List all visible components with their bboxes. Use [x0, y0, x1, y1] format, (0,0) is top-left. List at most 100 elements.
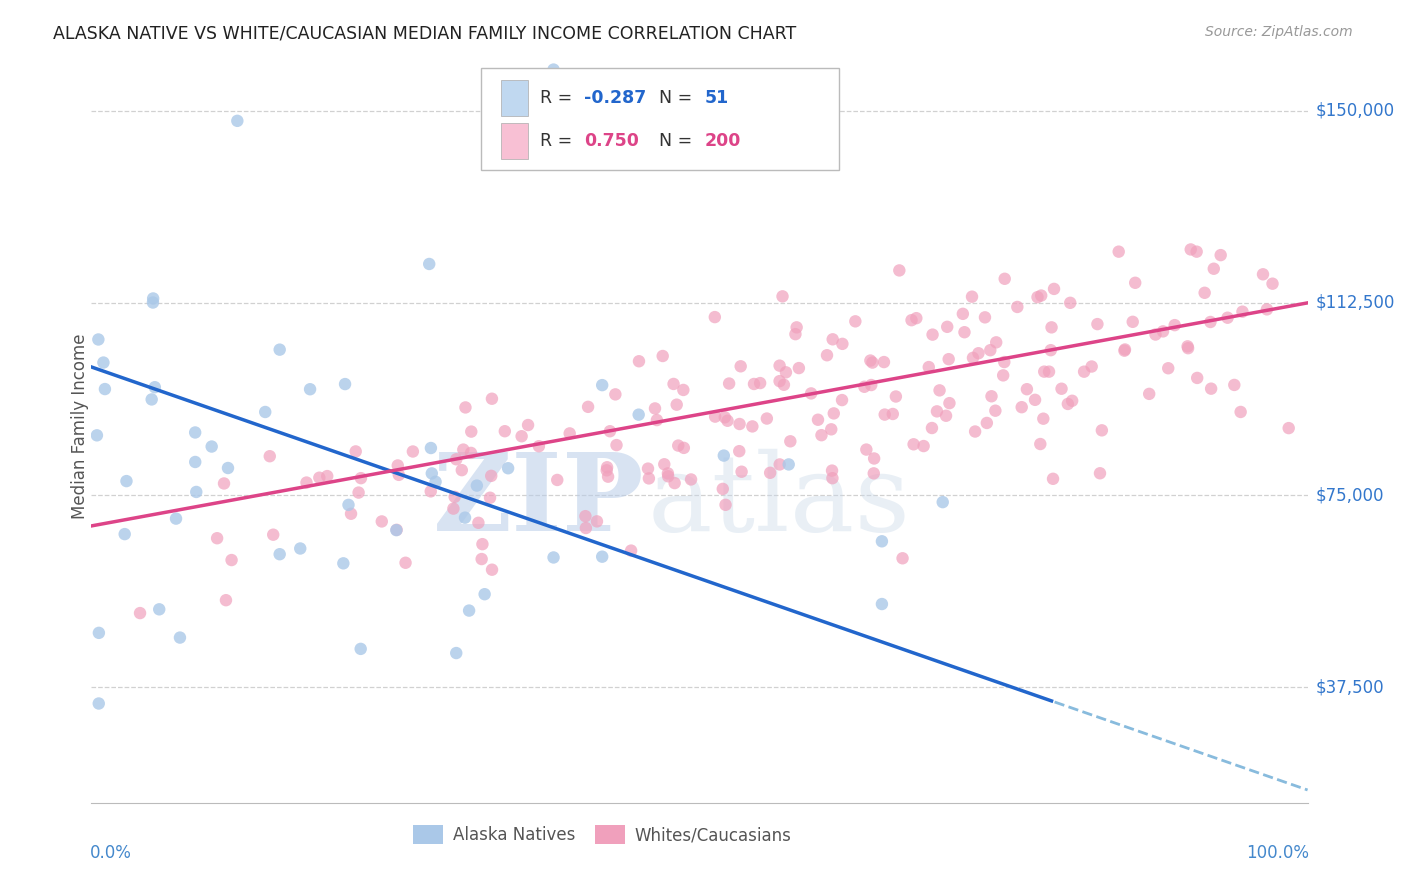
Point	[350, 641, 373, 656]
Point	[86, 428, 108, 442]
Point	[290, 541, 312, 556]
Point	[1011, 400, 1033, 414]
Point	[114, 527, 136, 541]
Point	[87, 697, 110, 711]
Point	[925, 404, 948, 418]
Point	[418, 257, 440, 271]
Point	[749, 376, 772, 390]
Point	[800, 386, 823, 401]
Point	[768, 374, 790, 388]
Point	[853, 380, 876, 394]
Point	[1144, 327, 1167, 342]
Point	[645, 413, 668, 427]
Point	[350, 471, 373, 485]
Point	[960, 290, 983, 304]
Point	[644, 401, 666, 416]
Point	[1114, 343, 1136, 358]
Point	[454, 401, 477, 415]
Point	[1229, 405, 1251, 419]
Point	[454, 510, 477, 524]
Point	[870, 534, 893, 549]
Point	[931, 495, 953, 509]
Point	[605, 387, 627, 401]
Point	[471, 537, 494, 551]
Point	[620, 543, 643, 558]
Point	[471, 552, 494, 566]
Point	[823, 406, 845, 420]
Point	[962, 351, 984, 365]
Point	[1059, 295, 1081, 310]
Point	[974, 310, 997, 325]
Point	[938, 352, 960, 367]
Point	[479, 468, 502, 483]
Point	[453, 442, 475, 457]
Point	[953, 325, 976, 339]
Point	[465, 478, 488, 492]
Point	[458, 603, 481, 617]
Point	[703, 310, 725, 324]
Point	[965, 425, 987, 439]
Point	[295, 475, 318, 490]
Point	[1038, 365, 1060, 379]
Point	[1185, 371, 1208, 385]
Point	[385, 523, 408, 537]
Point	[1209, 248, 1232, 262]
Point	[672, 383, 695, 397]
Point	[768, 359, 790, 373]
Point	[912, 439, 935, 453]
Text: -0.287: -0.287	[583, 89, 647, 107]
Point	[652, 457, 675, 471]
Point	[905, 311, 928, 326]
Point	[627, 354, 650, 368]
Point	[730, 359, 752, 374]
Point	[87, 333, 110, 347]
Text: ZIP: ZIP	[433, 449, 645, 554]
Point	[730, 465, 752, 479]
Point	[821, 471, 844, 485]
Point	[419, 441, 441, 455]
Point	[1180, 243, 1202, 257]
Point	[786, 320, 808, 334]
Text: N =: N =	[659, 132, 699, 151]
Point	[713, 410, 735, 425]
Point	[1031, 288, 1053, 302]
Point	[976, 416, 998, 430]
Point	[1199, 315, 1222, 329]
Point	[1223, 378, 1246, 392]
Point	[1278, 421, 1301, 435]
Point	[889, 263, 911, 277]
Point	[308, 471, 330, 485]
Point	[991, 368, 1014, 383]
Point	[672, 441, 695, 455]
Y-axis label: Median Family Income: Median Family Income	[72, 334, 89, 518]
Point	[938, 396, 960, 410]
Point	[1087, 317, 1109, 331]
Point	[820, 422, 842, 436]
Point	[1026, 290, 1049, 304]
Point	[1232, 304, 1254, 318]
Point	[821, 464, 844, 478]
Point	[882, 407, 904, 421]
Point	[994, 272, 1017, 286]
Point	[510, 429, 533, 443]
Point	[316, 469, 339, 483]
Point	[425, 475, 447, 489]
Point	[221, 553, 243, 567]
Point	[387, 458, 409, 473]
Point	[1039, 343, 1062, 358]
Point	[664, 78, 686, 92]
Point	[546, 473, 568, 487]
Point	[340, 507, 363, 521]
Point	[984, 403, 1007, 417]
Point	[143, 380, 166, 394]
Point	[1080, 359, 1102, 374]
Point	[855, 442, 877, 457]
Point	[527, 439, 550, 453]
Point	[807, 413, 830, 427]
Point	[711, 482, 734, 496]
Point	[785, 327, 807, 342]
Point	[1122, 315, 1144, 329]
Point	[262, 527, 284, 541]
Point	[596, 460, 619, 475]
Point	[651, 349, 673, 363]
